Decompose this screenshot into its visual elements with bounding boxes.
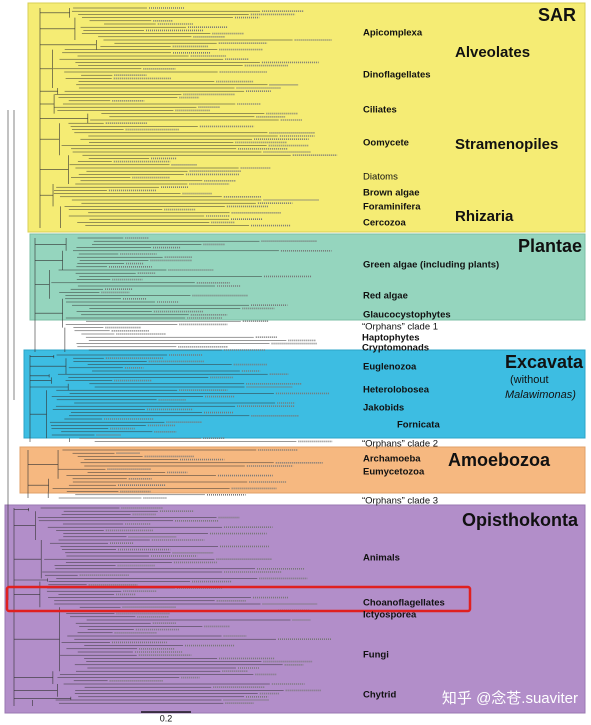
clade-label: Green algae (including plants) (363, 260, 499, 271)
clade-label: Chytrid (363, 690, 396, 701)
clade-label: Cercozoa (363, 218, 406, 229)
supergroup-note: (without (510, 374, 549, 386)
supergroup-label: SAR (538, 5, 576, 25)
clade-label: “Orphans” clade 1 (362, 322, 438, 333)
tree (7, 7, 338, 706)
clade-label: Apicomplexa (363, 28, 423, 39)
clade-label: Haptophytes (362, 333, 420, 344)
clade-label: Cryptomonads (362, 343, 429, 354)
clade-label: Red algae (363, 291, 408, 302)
clade-label: Foraminifera (363, 202, 421, 213)
clade-label: Archamoeba (363, 454, 421, 465)
clade-label: “Orphans” clade 2 (362, 439, 438, 450)
clade-label: Ciliates (363, 105, 397, 116)
clade-label: Animals (363, 553, 400, 564)
clade-label: Heterolobosea (363, 385, 430, 396)
supergroup-label: Alveolates (455, 44, 530, 61)
supergroup-label: Opisthokonta (462, 510, 579, 530)
clade-label: Choanoflagellates (363, 598, 445, 609)
clade-label: Ictyosporea (363, 610, 417, 621)
clade-label: Oomycete (363, 138, 409, 149)
supergroup-label: Plantae (518, 236, 582, 256)
clade-label: Jakobids (363, 403, 404, 414)
clade-label: Fornicata (397, 420, 440, 431)
clade-label: Brown algae (363, 188, 420, 199)
clade-label: Euglenozoa (363, 362, 417, 373)
plantae-box (29, 233, 586, 321)
clade-label: Dinoflagellates (363, 70, 431, 81)
clade-label: “Orphans” clade 3 (362, 496, 438, 507)
supergroup-label: Excavata (505, 352, 584, 372)
highlight-box (5, 585, 472, 613)
sar-box (27, 2, 586, 233)
supergroup-note: Malawimonas) (505, 389, 576, 401)
clade-label: Diatoms (363, 172, 398, 183)
clade-label: Eumycetozoa (363, 467, 425, 478)
opisthokonta-box (4, 504, 586, 714)
supergroup-label: Stramenopiles (455, 136, 558, 153)
watermark: 知乎 @念苍.suaviter (442, 689, 578, 707)
clade-label: Fungi (363, 650, 389, 661)
scale-bar-label: 0.2 (160, 713, 173, 723)
supergroup-label: Rhizaria (455, 208, 514, 225)
supergroup-label: Amoebozoa (448, 450, 551, 470)
clade-label: Glaucocystophytes (363, 310, 451, 321)
